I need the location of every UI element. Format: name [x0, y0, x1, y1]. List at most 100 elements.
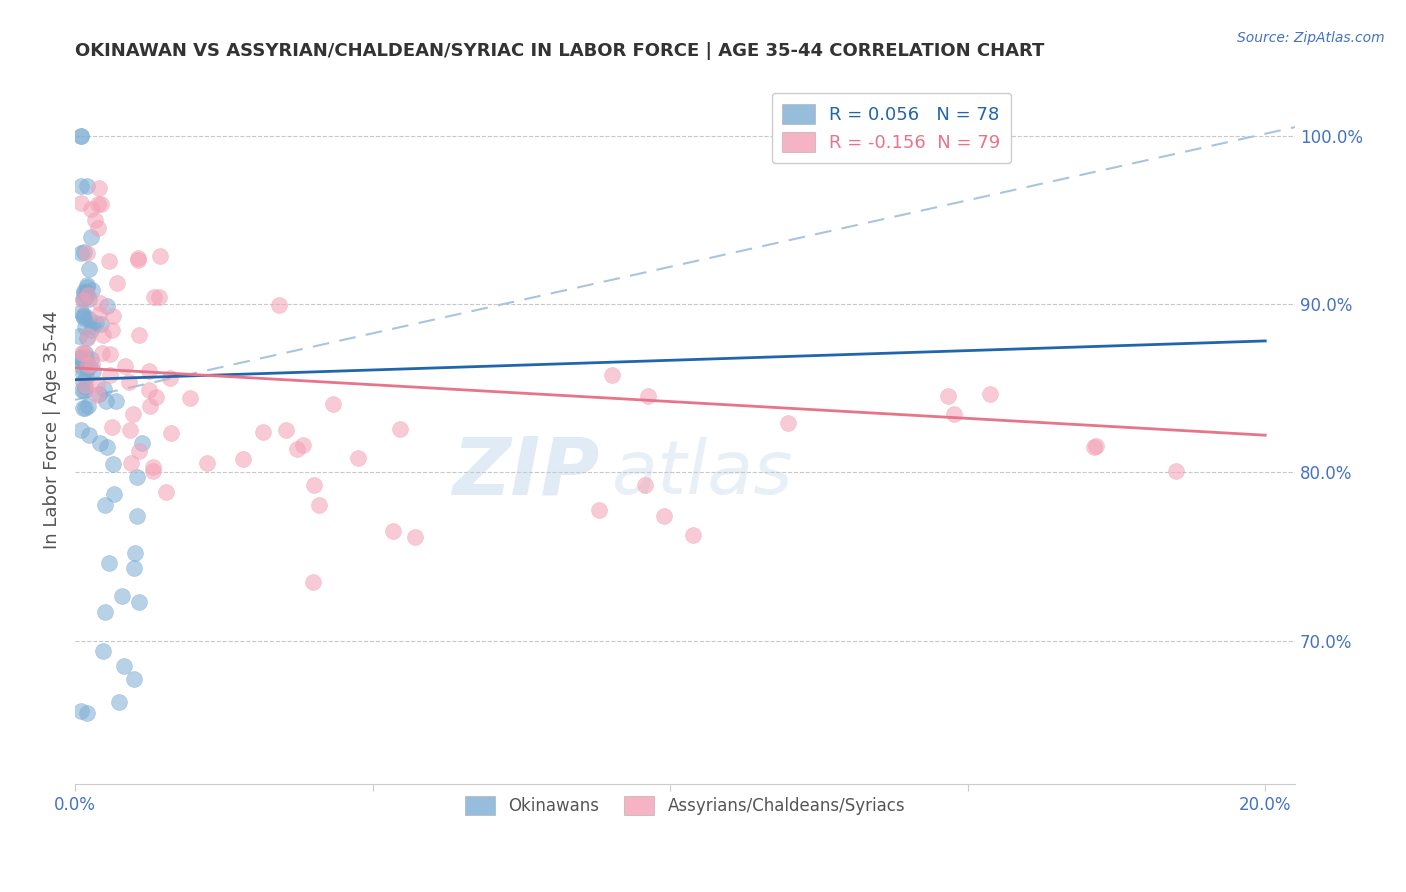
Y-axis label: In Labor Force | Age 35-44: In Labor Force | Age 35-44 — [44, 310, 60, 549]
Point — [76, 288, 98, 302]
Point — [776, 416, 799, 430]
Point — [98, 556, 121, 570]
Point — [67, 353, 90, 368]
Point — [404, 530, 426, 544]
Point — [232, 452, 254, 467]
Point — [70, 351, 93, 365]
Point — [77, 359, 100, 374]
Point — [76, 362, 98, 376]
Point — [73, 354, 96, 368]
Point — [80, 352, 103, 367]
Point — [77, 292, 100, 306]
Point — [98, 368, 121, 383]
Point — [91, 644, 114, 658]
Point — [96, 299, 118, 313]
Point — [70, 128, 93, 143]
Point — [98, 347, 121, 361]
Point — [105, 276, 128, 290]
Point — [142, 464, 165, 478]
Point — [84, 316, 107, 330]
Point — [124, 546, 146, 560]
Point — [77, 400, 100, 414]
Point — [101, 457, 124, 471]
Point — [160, 425, 183, 440]
Point — [118, 424, 141, 438]
Point — [101, 323, 124, 337]
Point — [142, 459, 165, 474]
Point — [72, 401, 94, 415]
Text: ZIP: ZIP — [453, 434, 599, 512]
Point — [94, 393, 117, 408]
Point — [195, 456, 218, 470]
Point — [125, 470, 148, 484]
Point — [121, 407, 143, 421]
Point — [138, 383, 160, 397]
Point — [938, 389, 960, 403]
Point — [138, 364, 160, 378]
Point — [76, 289, 98, 303]
Point — [89, 436, 111, 450]
Point — [148, 290, 170, 304]
Point — [125, 508, 148, 523]
Point — [652, 509, 675, 524]
Point — [159, 370, 181, 384]
Point — [73, 291, 96, 305]
Point — [69, 423, 91, 437]
Point — [96, 440, 118, 454]
Text: atlas: atlas — [612, 436, 793, 508]
Point — [70, 246, 93, 260]
Text: OKINAWAN VS ASSYRIAN/CHALDEAN/SYRIAC IN LABOR FORCE | AGE 35-44 CORRELATION CHAR: OKINAWAN VS ASSYRIAN/CHALDEAN/SYRIAC IN … — [75, 42, 1045, 60]
Point — [382, 524, 405, 538]
Point — [77, 329, 100, 343]
Point — [127, 251, 149, 265]
Point — [67, 328, 90, 343]
Point — [73, 308, 96, 322]
Point — [76, 179, 98, 194]
Point — [347, 451, 370, 466]
Point — [389, 422, 412, 436]
Point — [103, 487, 125, 501]
Point — [588, 502, 610, 516]
Point — [73, 378, 96, 392]
Point — [76, 355, 98, 369]
Point — [77, 428, 100, 442]
Point — [90, 317, 112, 331]
Point — [72, 367, 94, 381]
Point — [94, 605, 117, 619]
Point — [93, 382, 115, 396]
Point — [80, 283, 103, 297]
Point — [72, 375, 94, 389]
Point — [70, 195, 93, 210]
Point — [122, 561, 145, 575]
Point — [87, 387, 110, 401]
Point — [128, 444, 150, 458]
Point — [73, 311, 96, 326]
Point — [682, 527, 704, 541]
Point — [69, 359, 91, 374]
Point — [101, 309, 124, 323]
Point — [70, 128, 93, 143]
Point — [942, 407, 965, 421]
Point — [302, 477, 325, 491]
Point — [86, 376, 108, 391]
Point — [75, 351, 97, 365]
Legend: Okinawans, Assyrians/Chaldeans/Syriacs: Okinawans, Assyrians/Chaldeans/Syriacs — [456, 786, 915, 825]
Point — [145, 391, 167, 405]
Point — [114, 359, 136, 373]
Point — [252, 425, 274, 439]
Point — [70, 179, 93, 194]
Point — [72, 293, 94, 307]
Point — [122, 672, 145, 686]
Point — [70, 305, 93, 319]
Point — [1083, 440, 1105, 454]
Point — [72, 345, 94, 359]
Point — [75, 370, 97, 384]
Point — [73, 384, 96, 398]
Point — [76, 277, 98, 292]
Point — [91, 327, 114, 342]
Point — [75, 380, 97, 394]
Point — [274, 423, 297, 437]
Point — [86, 221, 108, 235]
Point — [73, 284, 96, 298]
Point — [112, 659, 135, 673]
